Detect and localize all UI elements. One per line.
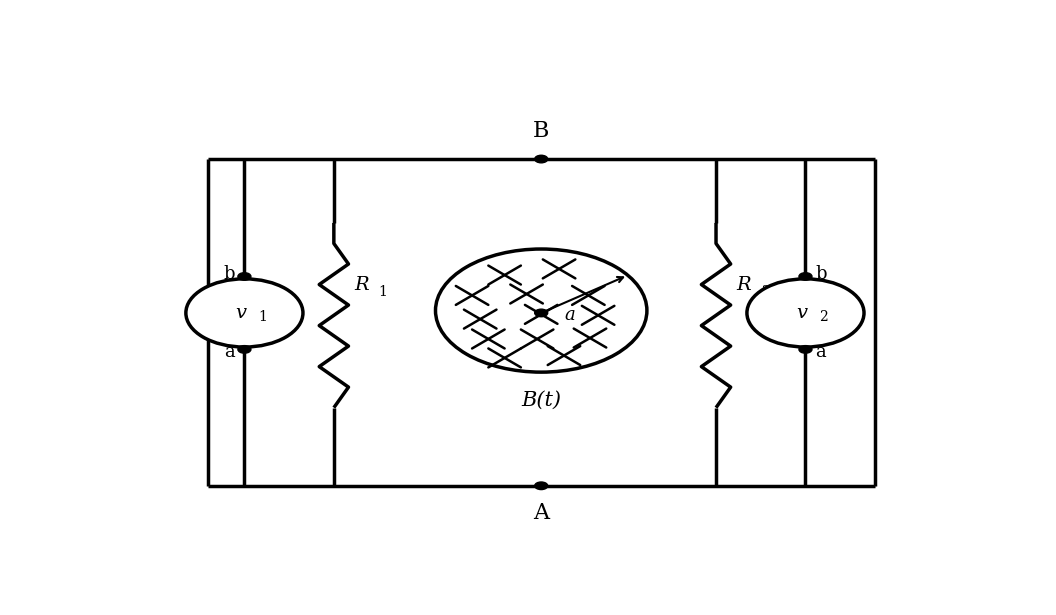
Text: A: A	[533, 502, 549, 525]
Text: a: a	[815, 343, 826, 361]
Text: v: v	[234, 304, 246, 322]
Circle shape	[534, 309, 548, 317]
Text: 1: 1	[258, 310, 267, 323]
Circle shape	[186, 279, 303, 347]
Text: b: b	[223, 265, 234, 283]
Circle shape	[238, 272, 251, 280]
Text: a: a	[564, 306, 574, 324]
Circle shape	[534, 155, 548, 163]
Circle shape	[799, 272, 812, 280]
Text: b: b	[815, 265, 827, 283]
Text: R: R	[354, 276, 369, 293]
Text: B(t): B(t)	[522, 391, 561, 410]
Text: R: R	[736, 276, 751, 293]
Text: B: B	[533, 121, 549, 143]
Text: 2: 2	[760, 285, 770, 299]
Circle shape	[799, 346, 812, 353]
Text: v: v	[796, 304, 807, 322]
Circle shape	[238, 346, 251, 353]
Circle shape	[534, 482, 548, 490]
Text: 1: 1	[379, 285, 388, 299]
Text: a: a	[224, 343, 234, 361]
Text: 2: 2	[819, 310, 828, 323]
Circle shape	[747, 279, 864, 347]
